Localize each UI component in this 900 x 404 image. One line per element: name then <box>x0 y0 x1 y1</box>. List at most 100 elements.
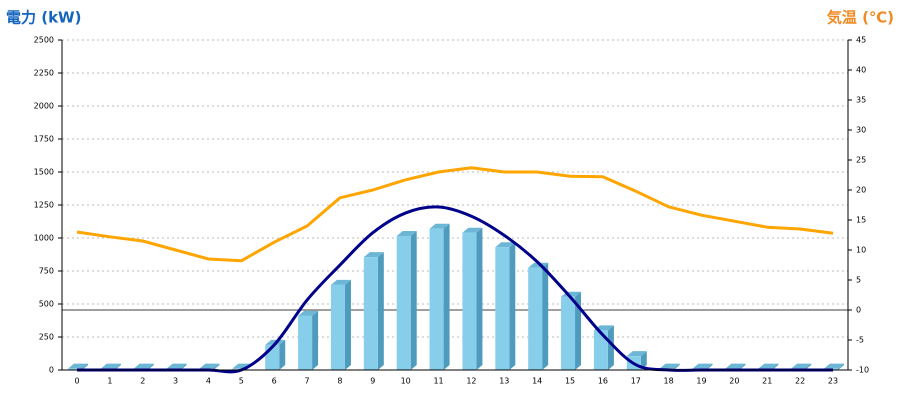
y2-tick-label: 0 <box>856 306 861 315</box>
bar-top <box>626 351 647 357</box>
y2-tick-label: 15 <box>856 216 866 225</box>
bar-side <box>838 363 844 370</box>
bar-top <box>199 363 220 369</box>
bar-side <box>377 252 384 370</box>
x-tick-label: 3 <box>173 377 178 386</box>
y-tick-label: 1000 <box>34 234 54 243</box>
y-tick-label: 1500 <box>34 168 54 177</box>
x-tick-label: 22 <box>795 377 805 386</box>
bar-top <box>330 279 351 285</box>
bar-side <box>805 363 812 370</box>
x-tick-label: 23 <box>828 377 838 386</box>
bar <box>429 228 444 370</box>
x-tick-label: 17 <box>631 377 641 386</box>
bar-top <box>659 363 680 369</box>
bar-top <box>100 363 121 369</box>
bar-top <box>166 363 187 369</box>
x-tick-label: 15 <box>565 377 575 386</box>
y2-tick-label: -10 <box>856 366 869 375</box>
bar-side <box>82 363 88 370</box>
bar-top <box>133 363 154 369</box>
x-tick-label: 14 <box>532 377 542 386</box>
bar-top <box>462 227 483 233</box>
y2-tick-label: -5 <box>856 336 864 345</box>
bar <box>462 232 477 370</box>
x-tick-label: 13 <box>499 377 509 386</box>
line <box>76 205 833 374</box>
bar-side <box>542 262 549 370</box>
y2-tick-label: 25 <box>856 156 866 165</box>
x-tick-label: 11 <box>433 377 443 386</box>
y-tick-label: 2000 <box>34 102 54 111</box>
bar <box>298 315 313 370</box>
x-tick-label: 10 <box>401 377 411 386</box>
bar-side <box>706 363 713 370</box>
bar-top <box>298 310 319 316</box>
bar-side <box>147 363 154 370</box>
bar-side <box>114 363 121 370</box>
bar-side <box>607 325 614 370</box>
y-tick-label: 0 <box>49 366 54 375</box>
y-tick-label: 250 <box>39 333 54 342</box>
y-tick-label: 2250 <box>34 69 54 78</box>
y2-tick-label: 5 <box>856 276 861 285</box>
bar-side <box>410 231 417 370</box>
bar-side <box>575 291 582 370</box>
bar-side <box>279 339 286 370</box>
bar-top <box>824 363 844 369</box>
bar-side <box>344 279 351 370</box>
y-tick-label: 2500 <box>34 36 54 45</box>
bar-side <box>312 310 319 370</box>
bar-side <box>476 227 483 370</box>
y2-tick-label: 45 <box>856 36 866 45</box>
bar <box>593 330 608 370</box>
bar-side <box>443 223 450 370</box>
y2-axis-title: 気温 (℃) <box>827 9 894 27</box>
x-tick-label: 1 <box>107 377 112 386</box>
x-tick-label: 21 <box>762 377 772 386</box>
x-tick-label: 6 <box>272 377 277 386</box>
bar <box>68 368 82 370</box>
x-tick-label: 18 <box>664 377 674 386</box>
bar-top <box>429 223 450 229</box>
bar-top <box>363 252 384 258</box>
bar-side <box>213 363 220 370</box>
bar <box>330 284 345 370</box>
bar-top <box>692 363 713 369</box>
bar <box>528 267 543 370</box>
y2-tick-label: 20 <box>856 186 866 195</box>
y2-tick-label: 30 <box>856 126 866 135</box>
y-tick-label: 1250 <box>34 201 54 210</box>
bar <box>495 247 510 370</box>
bar-side <box>772 363 779 370</box>
x-tick-label: 12 <box>466 377 476 386</box>
x-tick-label: 4 <box>206 377 211 386</box>
bar-top <box>495 242 516 248</box>
bar <box>363 257 378 370</box>
y2-tick-label: 35 <box>856 96 866 105</box>
bar-top <box>791 363 812 369</box>
bar-top <box>396 231 417 237</box>
x-tick-label: 19 <box>696 377 706 386</box>
line <box>76 166 834 263</box>
x-tick-label: 8 <box>337 377 342 386</box>
bar-side <box>673 363 680 370</box>
y-tick-label: 750 <box>39 267 54 276</box>
y2-tick-label: 40 <box>856 66 866 75</box>
x-tick-label: 2 <box>140 377 145 386</box>
bar-side <box>509 242 516 370</box>
y2-tick-label: 10 <box>856 246 866 255</box>
x-tick-label: 20 <box>729 377 739 386</box>
y-tick-label: 500 <box>39 300 54 309</box>
x-tick-label: 0 <box>74 377 79 386</box>
bar-side <box>640 351 647 370</box>
bar-top <box>68 363 88 369</box>
bar-top <box>758 363 779 369</box>
y-tick-label: 1750 <box>34 135 54 144</box>
x-tick-label: 9 <box>370 377 375 386</box>
bar-side <box>739 363 746 370</box>
bar <box>396 236 411 370</box>
x-tick-label: 16 <box>598 377 608 386</box>
x-tick-label: 7 <box>305 377 310 386</box>
